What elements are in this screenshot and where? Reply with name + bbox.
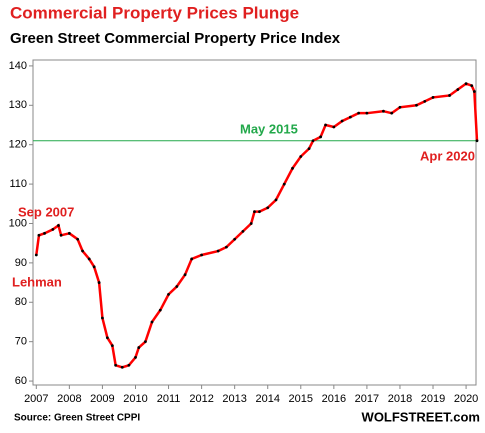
x-tick-label: 2007 <box>24 393 48 405</box>
y-tick-label: 120 <box>9 139 27 151</box>
data-point <box>76 237 80 241</box>
y-tick-label: 70 <box>15 336 27 348</box>
x-tick-label: 2010 <box>123 393 147 405</box>
x-tick-label: 2012 <box>189 393 213 405</box>
data-point <box>101 316 104 320</box>
data-point <box>311 139 315 143</box>
x-tick-label: 2016 <box>322 393 346 405</box>
chart-title: Commercial Property Prices Plunge <box>10 3 299 22</box>
data-point <box>51 227 55 231</box>
data-point <box>114 363 118 367</box>
data-point <box>382 109 385 113</box>
data-point <box>183 273 187 277</box>
y-tick-label: 130 <box>9 99 27 111</box>
x-tick-label: 2009 <box>90 393 114 405</box>
data-point <box>282 182 286 186</box>
data-point <box>150 320 154 324</box>
data-point <box>398 105 402 109</box>
data-point <box>34 253 38 257</box>
x-tick-label: 2019 <box>421 393 445 405</box>
data-point <box>470 84 474 88</box>
data-point <box>266 206 270 210</box>
data-point <box>431 96 435 99</box>
y-tick-label: 140 <box>9 60 27 72</box>
data-point <box>249 222 253 225</box>
data-point <box>110 344 114 348</box>
x-tick-label: 2020 <box>454 393 478 405</box>
data-point <box>291 166 294 170</box>
data-point <box>415 103 418 107</box>
data-point <box>97 281 101 284</box>
x-tick-label: 2008 <box>57 393 81 405</box>
data-point <box>319 135 323 139</box>
x-tick-label: 2011 <box>157 393 181 405</box>
data-point <box>200 253 204 257</box>
data-point <box>144 340 147 344</box>
data-point <box>37 233 41 237</box>
data-point <box>67 231 71 235</box>
data-point <box>241 229 245 233</box>
source: Source: Green Street CPPI <box>14 413 140 424</box>
data-point <box>475 139 479 143</box>
data-point <box>253 210 256 214</box>
y-tick-label: 90 <box>15 257 27 269</box>
data-point <box>423 99 427 103</box>
data-point <box>340 119 344 123</box>
data-point <box>233 237 237 241</box>
y-tick-label: 80 <box>15 296 27 308</box>
data-point <box>92 265 96 269</box>
annotation: Apr 2020 <box>420 148 475 163</box>
data-point <box>348 115 352 119</box>
data-point <box>59 233 63 237</box>
data-point <box>120 365 124 369</box>
data-point <box>158 308 162 312</box>
data-point <box>216 249 220 253</box>
data-point <box>456 88 460 91</box>
x-tick-label: 2018 <box>388 393 412 405</box>
data-point <box>365 111 369 115</box>
data-point <box>57 224 60 227</box>
data-point <box>224 245 228 249</box>
annotation: May 2015 <box>240 121 298 136</box>
y-tick-label: 110 <box>9 178 27 190</box>
data-point <box>43 231 46 235</box>
data-point <box>274 198 278 202</box>
data-point <box>190 257 194 261</box>
y-tick-label: 100 <box>9 217 27 229</box>
plot-frame <box>32 59 477 386</box>
data-point <box>299 155 303 158</box>
data-point <box>448 94 451 97</box>
brand: WOLFSTREET.com <box>362 409 480 424</box>
data-point <box>258 210 261 214</box>
x-tick-label: 2013 <box>222 393 246 405</box>
data-point <box>472 90 476 93</box>
data-point <box>127 363 131 367</box>
data-point <box>332 125 336 129</box>
data-point <box>81 249 84 253</box>
data-point <box>464 82 468 86</box>
annotation: Lehman <box>12 274 62 289</box>
x-tick-label: 2015 <box>289 393 313 405</box>
data-point <box>324 123 327 127</box>
data-point <box>137 346 141 349</box>
chart-subtitle: Green Street Commercial Property Price I… <box>10 30 341 47</box>
data-point <box>390 111 394 115</box>
x-tick-label: 2017 <box>355 393 379 405</box>
data-point <box>307 147 311 151</box>
data-point <box>175 285 179 288</box>
data-point <box>105 336 109 340</box>
data-point <box>357 111 361 115</box>
data-point <box>134 356 137 359</box>
x-tick-label: 2014 <box>255 393 279 405</box>
data-point <box>167 292 170 296</box>
annotation: Sep 2007 <box>18 204 74 219</box>
y-tick-label: 60 <box>15 375 27 387</box>
data-point <box>87 257 91 261</box>
